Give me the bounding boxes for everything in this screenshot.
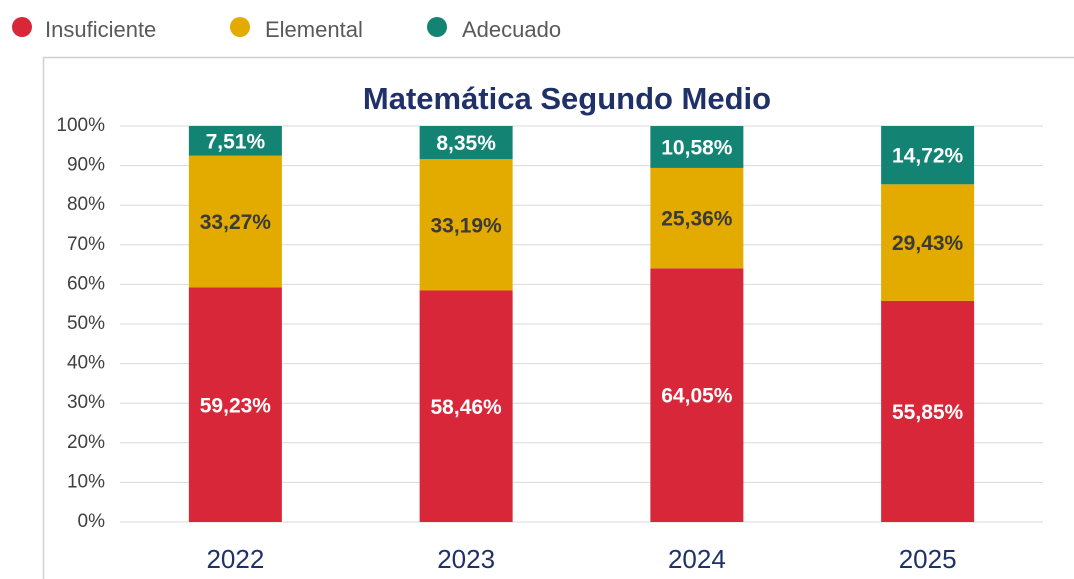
data-label: 8,35% [436,132,496,155]
x-tick-label: 2024 [668,544,726,574]
bar-segment [188,287,282,522]
bar-segment [650,268,744,522]
legend-marker [12,17,32,37]
bar-segment [650,167,744,269]
data-label: 58,46% [431,396,503,419]
legend-label: Insuficiente [45,17,156,42]
bar-segment [419,126,513,160]
y-tick-label: 0% [78,511,106,532]
bar-segment [419,159,513,291]
chart-title: Matemática Segundo Medio [363,81,771,116]
bar-segment [419,290,513,522]
y-tick-label: 50% [67,313,105,334]
y-tick-label: 60% [67,273,105,294]
data-label: 64,05% [661,385,733,408]
data-label: 55,85% [892,401,964,424]
y-tick-label: 30% [67,392,105,413]
data-label: 14,72% [892,145,964,168]
y-tick-label: 90% [67,155,105,176]
bar-segment [650,126,744,168]
bar-segment [881,184,975,301]
data-label: 25,36% [661,208,733,231]
data-label: 33,27% [200,211,272,234]
y-tick-label: 40% [67,353,105,374]
bar-segment [188,155,282,288]
y-tick-label: 10% [67,471,105,492]
bar-segment [881,126,975,185]
data-label: 10,58% [661,137,733,160]
data-label: 33,19% [431,214,503,237]
bar-segment [881,300,975,522]
y-tick-label: 70% [67,234,105,255]
legend-marker [230,17,250,37]
legend-label: Adecuado [462,17,561,42]
data-label: 29,43% [892,232,964,255]
x-tick-label: 2023 [437,544,495,574]
chart-frame [42,56,1074,579]
data-label: 7,51% [206,130,266,153]
legend-marker [427,17,447,37]
y-tick-label: 20% [67,432,105,453]
x-tick-label: 2022 [206,544,264,574]
legend-label: Elemental [265,17,363,42]
data-label: 59,23% [200,394,272,417]
x-tick-label: 2025 [899,544,957,574]
y-tick-label: 80% [67,194,105,215]
y-tick-label: 100% [56,115,105,136]
bar-segment [188,125,282,156]
